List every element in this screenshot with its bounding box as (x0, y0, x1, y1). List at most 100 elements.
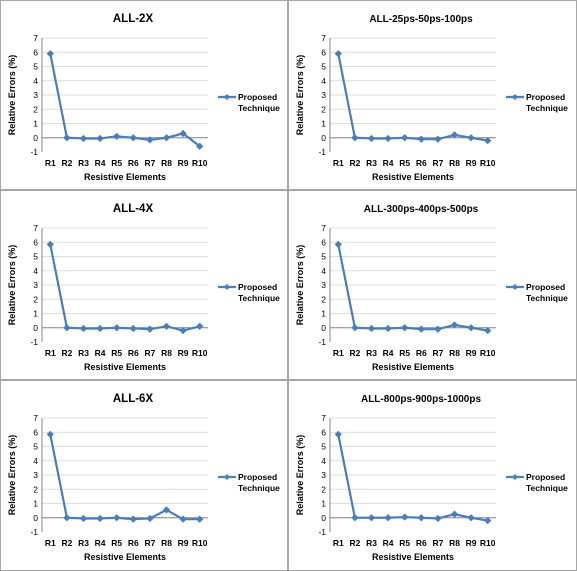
data-point-marker (334, 430, 343, 439)
data-point-marker (434, 325, 442, 333)
y-tick-label: 1 (33, 309, 38, 319)
x-tick-label: R9 (466, 538, 477, 548)
y-tick-label: 6 (33, 47, 38, 57)
x-tick-label: R1 (45, 158, 56, 168)
x-tick-label: R5 (111, 348, 122, 358)
data-point-marker (96, 514, 104, 523)
x-tick-label: R2 (349, 158, 360, 168)
data-point-marker (112, 513, 121, 522)
legend-marker-icon (512, 284, 518, 290)
x-tick-label: R5 (399, 158, 410, 168)
y-tick-label: 3 (321, 470, 326, 480)
series-line (337, 53, 488, 142)
legend-label-line1: Proposed (238, 282, 277, 292)
data-point-marker (129, 515, 138, 523)
legend-marker-icon (224, 474, 230, 480)
x-tick-label: R4 (95, 538, 106, 548)
legend-label-line1: Proposed (238, 472, 277, 482)
gridlines (330, 37, 496, 139)
data-point-marker (129, 133, 138, 142)
data-point-marker (162, 133, 171, 142)
legend-marker-icon (512, 474, 518, 480)
data-point-marker (63, 323, 71, 332)
y-tick-label: 6 (33, 237, 38, 247)
y-axis-label: Relative Errors (%) (295, 55, 305, 136)
x-tick-label: R2 (61, 348, 72, 358)
data-point-marker (367, 134, 376, 143)
y-tick-label: 1 (321, 119, 326, 129)
x-tick-label: R4 (383, 538, 394, 548)
x-axis-label: Resistive Elements (372, 552, 454, 562)
x-axis-label: Resistive Elements (84, 552, 166, 562)
data-point-marker (79, 324, 88, 333)
x-tick-label: R3 (366, 348, 377, 358)
chart-title: ALL-300ps-400ps-500ps (364, 204, 479, 215)
y-tick-label: 7 (321, 33, 326, 43)
y-tick-label: 0 (321, 133, 326, 143)
x-tick-label: R3 (78, 158, 89, 168)
x-tick-label: R1 (45, 348, 56, 358)
y-tick-label: 3 (321, 280, 326, 290)
x-tick-label: R8 (449, 348, 460, 358)
y-tick-label: 5 (33, 442, 38, 452)
data-point-marker (195, 142, 204, 151)
data-point-marker (417, 135, 426, 143)
data-point-marker (46, 49, 55, 58)
data-point-marker (351, 133, 359, 142)
chart-title: ALL-4X (113, 203, 154, 215)
x-axis-label: Resistive Elements (372, 172, 454, 182)
legend-label-line2: Technique (238, 103, 280, 113)
x-tick-label: R10 (192, 158, 208, 168)
data-point-marker (79, 134, 88, 143)
y-axis-label: Relative Errors (%) (7, 55, 17, 136)
x-tick-label: R4 (95, 158, 106, 168)
x-axis-label: Resistive Elements (372, 362, 454, 372)
y-tick-label: 4 (33, 76, 38, 86)
series-line (49, 53, 201, 148)
chart-panel-1: ALL-2X -1 0 1 2 3 4 5 6 7 R1 R2 R3 R4 R5 R6 R7 R8 R9 R10 Res… (0, 0, 288, 190)
chart-svg: ALL-300ps-400ps-500ps -1 0 1 2 3 4 5 6 7 R1 R2 R3 R4 R… (288, 190, 577, 380)
series-line (49, 434, 200, 521)
data-point-marker (483, 326, 492, 335)
x-tick-label: R9 (466, 158, 477, 168)
x-axis-label: Resistive Elements (84, 362, 166, 372)
data-point-marker (417, 513, 426, 522)
y-tick-label: 0 (33, 323, 38, 333)
x-tick-label: R7 (432, 538, 443, 548)
y-tick-label: 6 (321, 237, 326, 247)
data-point-marker (146, 325, 154, 333)
y-tick-label: 7 (321, 413, 326, 423)
y-tick-label: 6 (321, 47, 326, 57)
y-tick-label: -1 (318, 527, 326, 537)
chart-panel-4: ALL-300ps-400ps-500ps -1 0 1 2 3 4 5 6 7 R1 R2 R3 R4 R… (288, 190, 577, 380)
x-tick-label: R3 (78, 348, 89, 358)
x-tick-label: R9 (178, 348, 189, 358)
x-tick-label: R7 (432, 348, 443, 358)
data-point-marker (450, 510, 459, 518)
y-tick-label: 2 (33, 484, 38, 494)
chart-panel-6: ALL-800ps-900ps-1000ps -1 0 1 2 3 4 5 6 7 R1 R2 R3 R4… (288, 380, 577, 571)
y-tick-label: 1 (33, 499, 38, 509)
x-tick-label: R2 (349, 348, 360, 358)
x-tick-label: R10 (192, 348, 208, 358)
y-tick-label: 5 (321, 442, 326, 452)
x-tick-label: R3 (78, 538, 89, 548)
y-tick-label: 5 (321, 252, 326, 262)
data-point-marker (162, 322, 171, 331)
y-tick-label: 1 (321, 309, 326, 319)
data-point-marker (195, 515, 204, 523)
y-tick-label: 0 (33, 133, 38, 143)
data-point-marker (146, 136, 154, 144)
x-tick-label: R6 (128, 158, 139, 168)
x-tick-label: R6 (416, 158, 427, 168)
y-tick-label: 6 (33, 427, 38, 437)
data-point-marker (417, 325, 426, 333)
chart-svg: ALL-25ps-50ps-100ps -1 0 1 2 3 4 5 6 7 R1 R2 R3 R4 R5 R… (288, 0, 577, 190)
y-tick-label: -1 (318, 147, 326, 157)
x-tick-label: R8 (449, 538, 460, 548)
y-tick-label: 3 (33, 280, 38, 290)
data-point-marker (467, 513, 475, 522)
data-point-marker (112, 132, 121, 141)
